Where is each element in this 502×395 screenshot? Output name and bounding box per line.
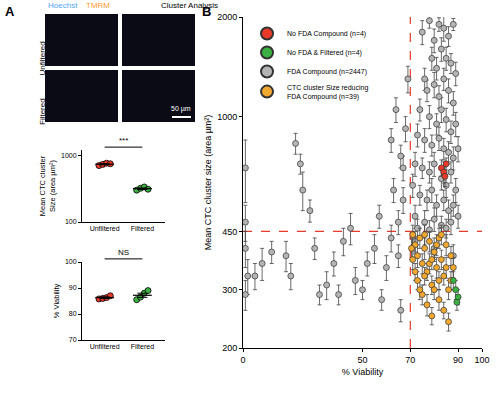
svg-text:0: 0: [240, 355, 245, 365]
svg-text:Unfiltered: Unfiltered: [38, 41, 47, 75]
svg-text:100: 100: [474, 355, 489, 365]
svg-text:70: 70: [69, 336, 77, 343]
svg-text:Mean CTC cluster size (area µm: Mean CTC cluster size (area µm²): [203, 115, 213, 251]
svg-text:Cluster Analysis: Cluster Analysis: [161, 1, 218, 10]
svg-text:NS: NS: [118, 248, 129, 257]
svg-text:FDA Compound (n=2447): FDA Compound (n=2447): [287, 68, 367, 76]
svg-text:Filtered: Filtered: [131, 225, 154, 232]
svg-text:No FDA & Filtered (n=4): No FDA & Filtered (n=4): [287, 49, 362, 57]
svg-text:CTC cluster Size reducingFDA C: CTC cluster Size reducingFDA Compound (n…: [287, 84, 368, 101]
svg-text:Mean CTC clusterSize (area µm²: Mean CTC clusterSize (area µm²): [38, 155, 57, 216]
svg-text:100: 100: [65, 258, 77, 265]
svg-text:TMRM: TMRM: [86, 1, 110, 10]
svg-text:90: 90: [453, 355, 463, 365]
svg-text:% Viability: % Viability: [52, 284, 61, 319]
svg-text:50: 50: [357, 355, 367, 365]
svg-text:80: 80: [69, 310, 77, 317]
svg-text:2000: 2000: [217, 12, 237, 22]
svg-text:Unfiltered: Unfiltered: [90, 225, 120, 232]
svg-text:Filtered: Filtered: [131, 343, 154, 350]
svg-text:100: 100: [65, 218, 77, 225]
svg-text:Unfiltered: Unfiltered: [90, 343, 120, 350]
svg-text:50 µm: 50 µm: [171, 105, 191, 113]
svg-text:Hoechst: Hoechst: [48, 1, 78, 10]
svg-text:B: B: [202, 4, 211, 19]
svg-text:300: 300: [222, 285, 237, 295]
svg-text:90: 90: [69, 284, 77, 291]
svg-text:1000: 1000: [61, 152, 77, 159]
svg-text:No FDA Compound (n=4): No FDA Compound (n=4): [287, 30, 366, 38]
svg-text:% Viability: % Viability: [342, 367, 384, 377]
svg-text:Filtered: Filtered: [38, 98, 47, 125]
svg-text:A: A: [5, 4, 15, 19]
svg-text:***: ***: [119, 136, 128, 145]
svg-text:200: 200: [222, 343, 237, 353]
svg-text:1000: 1000: [217, 112, 237, 122]
svg-text:70: 70: [405, 355, 415, 365]
svg-text:450: 450: [222, 227, 237, 237]
